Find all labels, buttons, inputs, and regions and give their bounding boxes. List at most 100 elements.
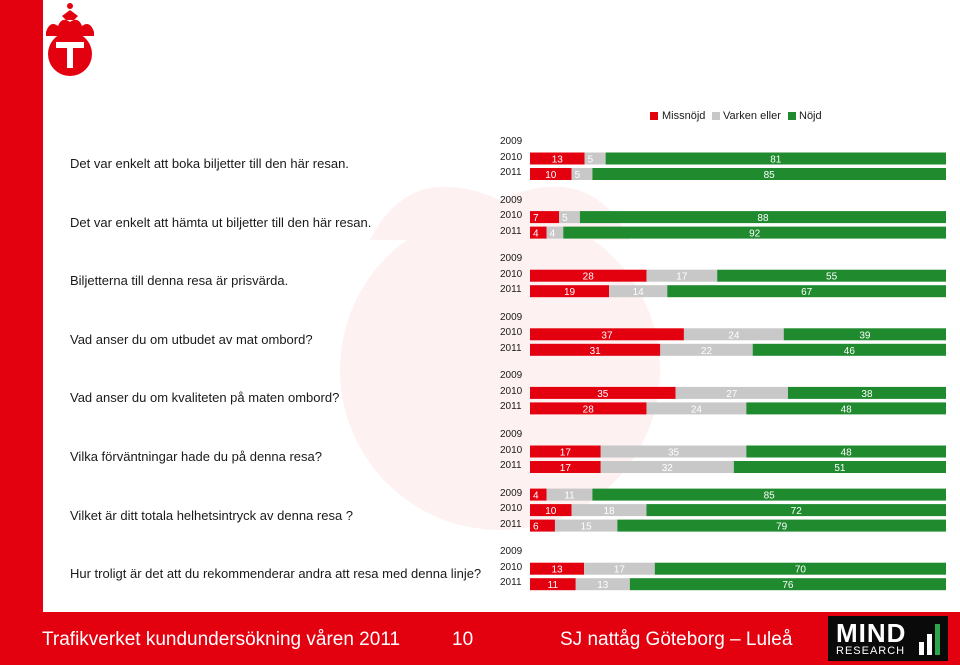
data-label: 79 bbox=[776, 522, 788, 533]
year-label: 2011 bbox=[500, 167, 522, 178]
year-label: 2011 bbox=[500, 518, 522, 530]
year-label: 2009 bbox=[500, 487, 523, 499]
data-label: 24 bbox=[691, 404, 703, 415]
data-label: 4 bbox=[533, 491, 539, 502]
bar-segment bbox=[530, 211, 560, 224]
bar-segment bbox=[783, 328, 946, 341]
data-label: 38 bbox=[861, 389, 873, 400]
bar-segment bbox=[579, 211, 946, 224]
bar-segment bbox=[683, 328, 784, 341]
trafikverket-crown-logo-icon bbox=[46, 3, 94, 76]
year-label: 2010 bbox=[500, 561, 523, 573]
bar-segment bbox=[530, 402, 647, 415]
data-label: 35 bbox=[597, 389, 609, 400]
bar-segment bbox=[746, 402, 946, 415]
bar-segment bbox=[530, 519, 555, 532]
question-label: Vilka förväntningar hade du på denna res… bbox=[70, 449, 323, 464]
data-label: 5 bbox=[562, 213, 568, 224]
bar-segment bbox=[559, 211, 580, 224]
data-label: 28 bbox=[583, 272, 595, 283]
data-label: 11 bbox=[564, 491, 575, 502]
data-label: 17 bbox=[676, 272, 688, 283]
data-label: 5 bbox=[575, 170, 581, 181]
bar-segment bbox=[571, 168, 593, 180]
footer-title: Trafikverket kundundersökning våren 2011 bbox=[42, 629, 401, 650]
data-label: 51 bbox=[834, 463, 846, 474]
data-label: 5 bbox=[588, 155, 594, 166]
data-label: 67 bbox=[801, 287, 813, 298]
data-label: 10 bbox=[545, 506, 557, 517]
year-label: 2010 bbox=[500, 268, 523, 280]
bar-segment bbox=[530, 578, 576, 591]
bar-segment bbox=[667, 285, 946, 298]
data-label: 6 bbox=[533, 522, 539, 533]
question-label: Vad anser du om utbudet av mat ombord? bbox=[70, 331, 313, 347]
bar-segment bbox=[554, 519, 618, 532]
bar-segment bbox=[530, 504, 572, 517]
legend-label-nojd: Nöjd bbox=[799, 110, 822, 122]
year-label: 2010 bbox=[500, 151, 523, 163]
left-brand-strip bbox=[0, 0, 43, 612]
question-label: Biljetterna till denna resa är prisvärda… bbox=[70, 273, 289, 289]
year-label: 2011 bbox=[500, 577, 522, 589]
mind-logo-text: MIND bbox=[836, 618, 907, 648]
year-label: 2011 bbox=[500, 225, 522, 237]
bar-segment bbox=[609, 285, 668, 298]
research-logo-text: RESEARCH bbox=[836, 645, 906, 657]
bar-segment bbox=[646, 402, 747, 415]
bar-segment bbox=[530, 285, 610, 298]
data-label: 81 bbox=[770, 155, 782, 166]
data-label: 4 bbox=[533, 229, 539, 240]
data-label: 22 bbox=[701, 346, 713, 357]
data-label: 39 bbox=[859, 330, 871, 341]
data-label: 7 bbox=[533, 213, 539, 224]
data-label: 14 bbox=[633, 287, 645, 298]
bar-segment bbox=[563, 226, 946, 239]
bar-segment bbox=[646, 504, 946, 517]
data-label: 18 bbox=[603, 506, 615, 517]
data-label: 11 bbox=[548, 580, 559, 591]
data-label: 28 bbox=[583, 404, 595, 415]
bar-segment bbox=[592, 488, 946, 501]
data-label: 92 bbox=[749, 229, 761, 240]
year-label: 2009 bbox=[500, 429, 523, 440]
bar-segment bbox=[530, 226, 547, 239]
year-label: 2009 bbox=[500, 311, 523, 323]
bar-segment bbox=[717, 269, 946, 282]
data-label: 19 bbox=[564, 287, 576, 298]
year-label: 2009 bbox=[500, 136, 523, 147]
year-label: 2010 bbox=[500, 444, 523, 456]
data-label: 17 bbox=[560, 463, 572, 474]
bar-segment bbox=[530, 328, 684, 341]
mind-research-logo: MIND RESEARCH bbox=[828, 616, 948, 661]
data-label: 88 bbox=[757, 213, 769, 224]
bar-segment bbox=[575, 578, 630, 591]
bar-segment bbox=[530, 461, 601, 473]
bar-segment bbox=[584, 562, 655, 575]
footer-route: SJ nattåg Göteborg – Luleå bbox=[560, 629, 793, 650]
bar-segment bbox=[675, 386, 788, 399]
data-label: 48 bbox=[841, 404, 853, 415]
signal-bars-icon bbox=[919, 624, 940, 655]
year-label: 2010 bbox=[500, 385, 523, 397]
question-label: Vad anser du om kvaliteten på maten ombo… bbox=[70, 390, 340, 406]
legend-swatch-missnojd bbox=[650, 112, 658, 120]
bar-segment bbox=[787, 386, 946, 399]
bar-segment bbox=[530, 562, 585, 575]
legend-label-missnojd: Missnöjd bbox=[662, 110, 706, 122]
bar-segment bbox=[629, 578, 946, 591]
bar-segment bbox=[592, 168, 946, 180]
bar-segment bbox=[546, 226, 564, 239]
data-label: 32 bbox=[662, 463, 674, 474]
bar-segment bbox=[571, 504, 647, 517]
data-label: 37 bbox=[601, 330, 613, 341]
year-label: 2011 bbox=[500, 342, 522, 354]
data-label: 13 bbox=[551, 565, 563, 576]
bar-segment bbox=[530, 343, 661, 356]
bar-segment bbox=[530, 269, 647, 282]
data-label: 85 bbox=[764, 170, 776, 181]
data-label: 85 bbox=[764, 491, 776, 502]
bar-segment bbox=[605, 152, 946, 165]
question-label: Vilket är ditt totala helhetsintryck av … bbox=[70, 507, 354, 523]
year-label: 2011 bbox=[500, 460, 522, 471]
